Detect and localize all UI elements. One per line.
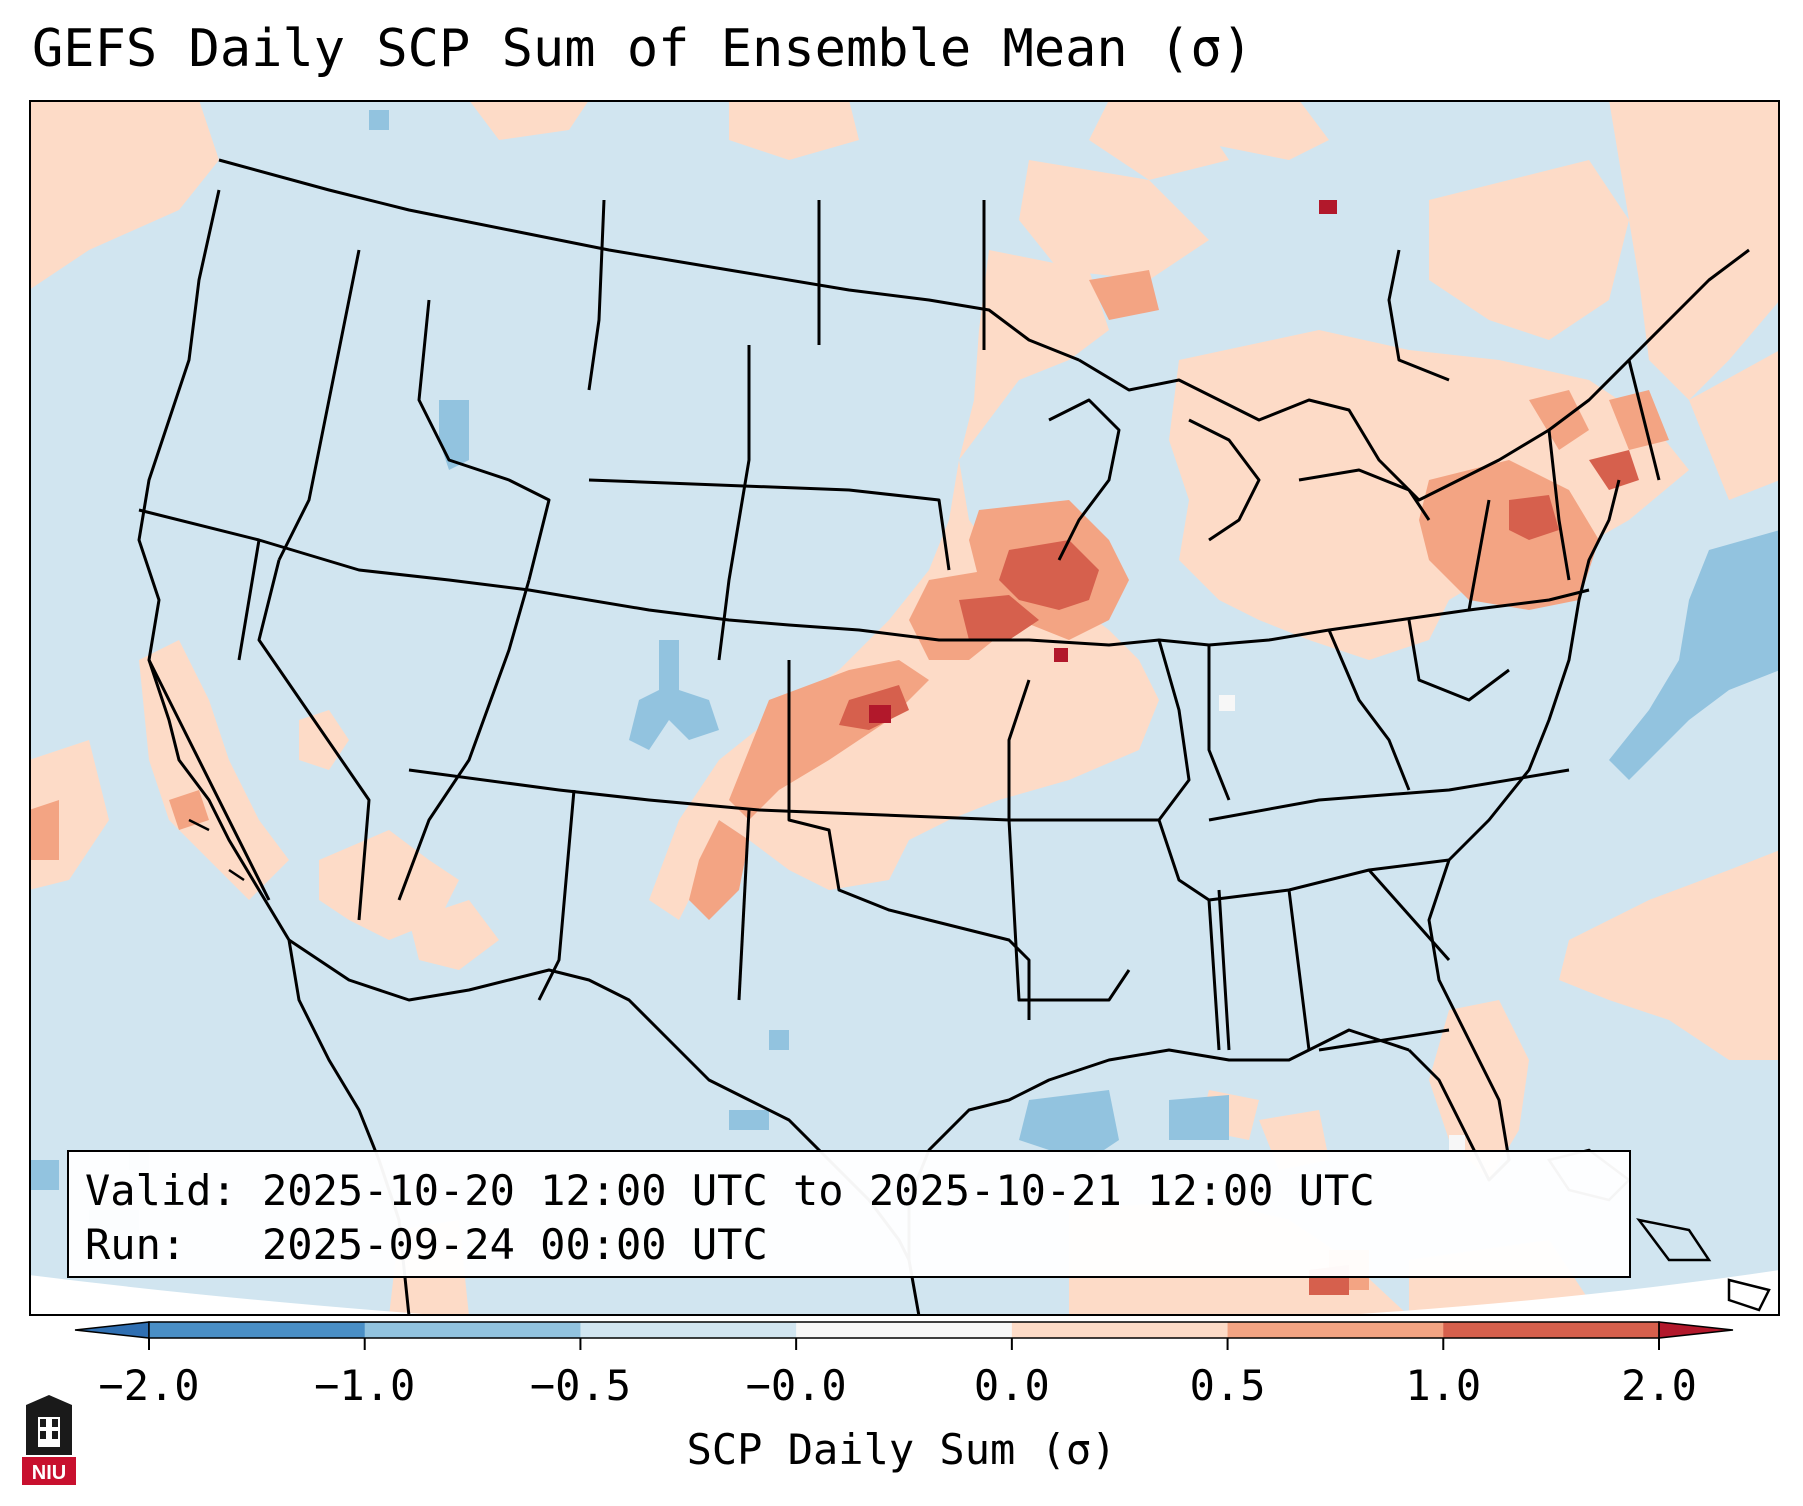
colorbar-tick-label: −2.0: [98, 1361, 199, 1410]
colorbar-tick-labels: −2.0 −1.0 −0.5 −0.0 0.0 0.5 1.0 2.0: [98, 1361, 1697, 1410]
valid-label: Valid:: [85, 1166, 237, 1215]
run-time: 2025-09-24 00:00 UTC: [262, 1220, 768, 1269]
colorbar-tick-marks: [148, 1338, 1660, 1350]
colorbar-bin: [1227, 1322, 1444, 1338]
map-title: GEFS Daily SCP Sum of Ensemble Mean (σ): [32, 19, 1253, 79]
anomaly-neutral: [1219, 695, 1465, 1151]
colorbar-tick-label: 0.5: [1190, 1361, 1266, 1410]
scp-map: [29, 100, 1780, 1316]
logo-text: NIU: [32, 1462, 66, 1484]
projection-edge: [29, 1270, 1780, 1316]
boundaries: [137, 158, 1750, 1316]
colorbar-tick-label: −0.0: [746, 1361, 847, 1410]
colorbar-tick-label: 0.0: [974, 1361, 1050, 1410]
colorbar-bin: [796, 1322, 1013, 1338]
map-border: [29, 100, 1780, 1316]
colorbar-bin: [580, 1322, 797, 1338]
colorbar-bin: [149, 1322, 366, 1338]
anomaly-positive-strong: [839, 450, 1639, 1295]
colorbar-tick-label: −0.5: [530, 1361, 631, 1410]
colorbar-bins: [149, 1322, 1660, 1338]
colorbar-under-extension: [74, 1321, 150, 1339]
valid-range: 2025-10-20 12:00 UTC to 2025-10-21 12:00…: [262, 1166, 1375, 1215]
anomaly-positive-extreme: [869, 200, 1337, 723]
colorbar-outline: [148, 1321, 1660, 1339]
colorbar-over-extension: [1658, 1321, 1734, 1339]
colorbar-bin: [1443, 1322, 1660, 1338]
colorbar-bin: [1011, 1322, 1229, 1338]
colorbar: −2.0 −1.0 −0.5 −0.0 0.0 0.5 1.0 2.0: [74, 1321, 1734, 1410]
anomaly-negative: [29, 110, 1780, 1250]
colorbar-tick-label: 2.0: [1621, 1361, 1697, 1410]
colorbar-tick-label: −1.0: [314, 1361, 415, 1410]
colorbar-tick-label: 1.0: [1405, 1361, 1481, 1410]
run-label: Run:: [85, 1220, 187, 1269]
validity-info-box: Valid: 2025-10-20 12:00 UTC to 2025-10-2…: [67, 1150, 1631, 1278]
colorbar-label: SCP Daily Sum (σ): [686, 1425, 1117, 1474]
niu-logo: NIU: [22, 1395, 76, 1485]
colorbar-bin: [364, 1322, 581, 1338]
